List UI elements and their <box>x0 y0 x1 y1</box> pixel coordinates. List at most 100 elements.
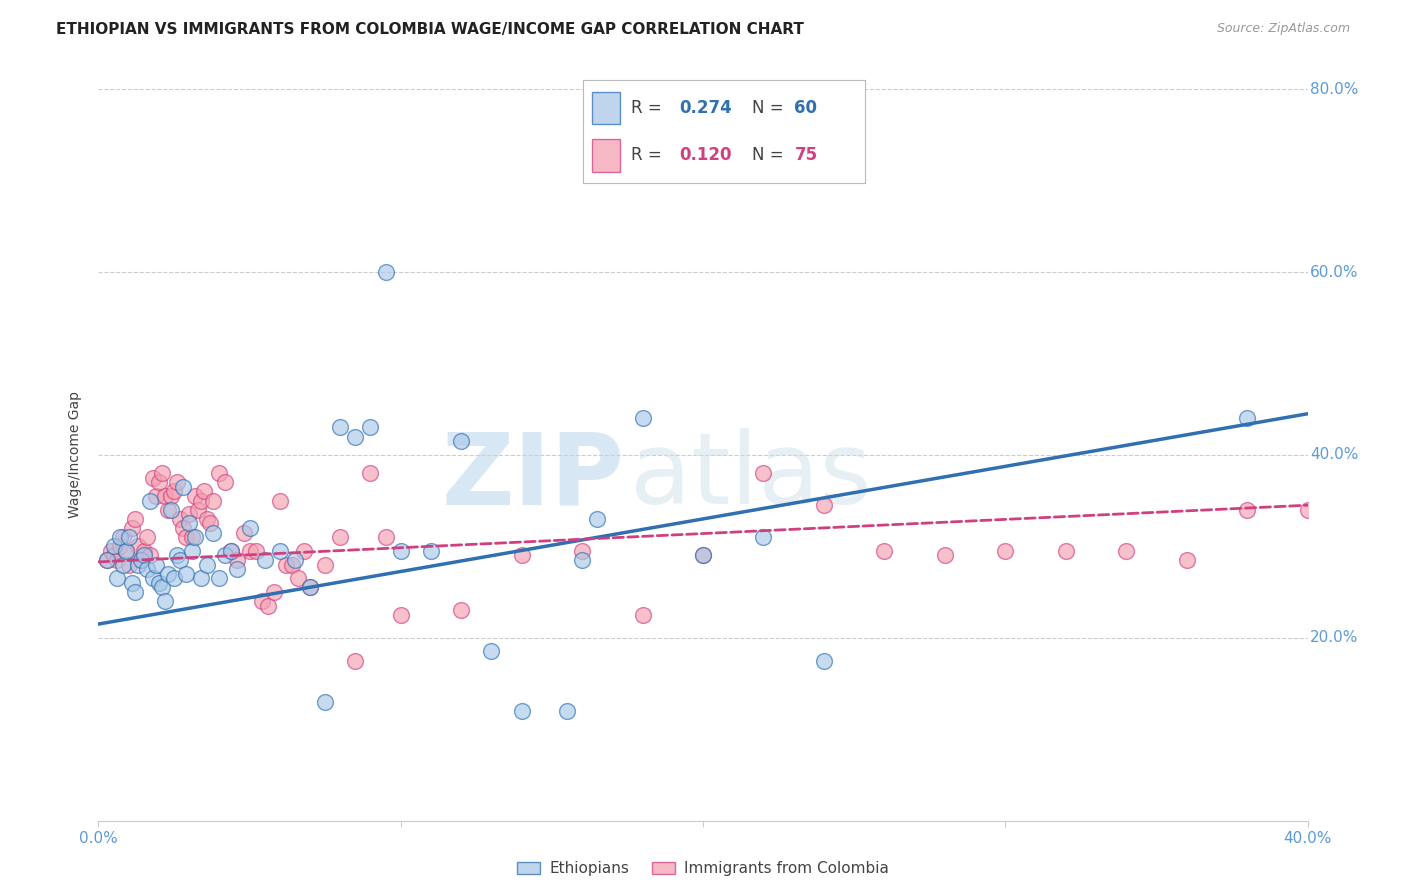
Point <box>163 484 186 499</box>
Text: Source: ZipAtlas.com: Source: ZipAtlas.com <box>1216 22 1350 36</box>
Point <box>250 594 273 608</box>
Point <box>132 544 155 558</box>
Point <box>314 695 336 709</box>
Y-axis label: Wage/Income Gap: Wage/Income Gap <box>69 392 83 518</box>
Point <box>105 571 128 585</box>
Point <box>226 553 249 567</box>
Point <box>181 530 204 544</box>
Point <box>177 508 201 522</box>
Point <box>269 493 291 508</box>
Point <box>239 544 262 558</box>
Point <box>1296 502 1319 516</box>
Point <box>1236 411 1258 425</box>
Point <box>994 544 1017 558</box>
Point <box>139 493 162 508</box>
Point <box>156 566 179 581</box>
Point <box>108 539 131 553</box>
Legend: Ethiopians, Immigrants from Colombia: Ethiopians, Immigrants from Colombia <box>510 855 896 882</box>
Point <box>329 530 352 544</box>
Point <box>314 558 336 572</box>
Text: 20.0%: 20.0% <box>1310 631 1358 645</box>
Point <box>202 525 225 540</box>
Point <box>1175 553 1198 567</box>
Point <box>103 539 125 553</box>
Text: 80.0%: 80.0% <box>1310 82 1358 96</box>
Point <box>389 544 412 558</box>
Text: R =: R = <box>631 146 668 164</box>
Point <box>389 607 412 622</box>
Point <box>419 544 441 558</box>
Point <box>129 553 152 567</box>
Text: 40.0%: 40.0% <box>1310 448 1358 462</box>
Point <box>813 654 835 668</box>
Point <box>166 549 188 563</box>
Point <box>100 544 122 558</box>
Point <box>510 549 533 563</box>
Point <box>1115 544 1137 558</box>
Point <box>692 549 714 563</box>
Point <box>150 466 173 480</box>
Point <box>105 553 128 567</box>
Point <box>374 265 396 279</box>
Point <box>145 489 167 503</box>
Point <box>287 571 309 585</box>
Point <box>124 512 146 526</box>
Point <box>190 571 212 585</box>
Point <box>114 544 136 558</box>
Point <box>127 558 149 572</box>
Point <box>214 549 236 563</box>
Point <box>221 544 243 558</box>
Point <box>450 434 472 449</box>
FancyBboxPatch shape <box>592 139 620 171</box>
Text: N =: N = <box>752 146 789 164</box>
Point <box>111 530 134 544</box>
Point <box>934 549 956 563</box>
Point <box>160 502 183 516</box>
Point <box>274 558 297 572</box>
Point <box>145 558 167 572</box>
Point <box>142 471 165 485</box>
Point <box>200 516 222 531</box>
Point <box>148 576 170 591</box>
Text: 60: 60 <box>794 99 817 117</box>
FancyBboxPatch shape <box>592 92 620 124</box>
Point <box>187 502 209 516</box>
Point <box>174 566 197 581</box>
Point <box>121 521 143 535</box>
Point <box>174 530 197 544</box>
Point <box>184 489 207 503</box>
Point <box>124 585 146 599</box>
Point <box>135 530 157 544</box>
Point <box>148 475 170 490</box>
Point <box>232 525 254 540</box>
Point <box>193 484 215 499</box>
Point <box>226 562 249 576</box>
Point <box>586 512 609 526</box>
Point <box>195 512 218 526</box>
Point <box>292 544 315 558</box>
Point <box>299 581 322 595</box>
Point <box>135 562 157 576</box>
Point <box>631 607 654 622</box>
Point <box>263 585 285 599</box>
Point <box>631 411 654 425</box>
Point <box>195 558 218 572</box>
Point <box>555 704 578 718</box>
Point <box>181 544 204 558</box>
Point <box>873 544 896 558</box>
Point <box>692 549 714 563</box>
Point <box>118 530 141 544</box>
Point <box>571 544 593 558</box>
Point <box>374 530 396 544</box>
Point <box>172 480 194 494</box>
Point <box>169 512 191 526</box>
Point <box>142 571 165 585</box>
Text: R =: R = <box>631 99 668 117</box>
Point <box>160 489 183 503</box>
Text: 75: 75 <box>794 146 817 164</box>
Text: 60.0%: 60.0% <box>1310 265 1358 279</box>
Point <box>153 594 176 608</box>
Point <box>96 553 118 567</box>
Point <box>208 466 231 480</box>
Text: N =: N = <box>752 99 789 117</box>
